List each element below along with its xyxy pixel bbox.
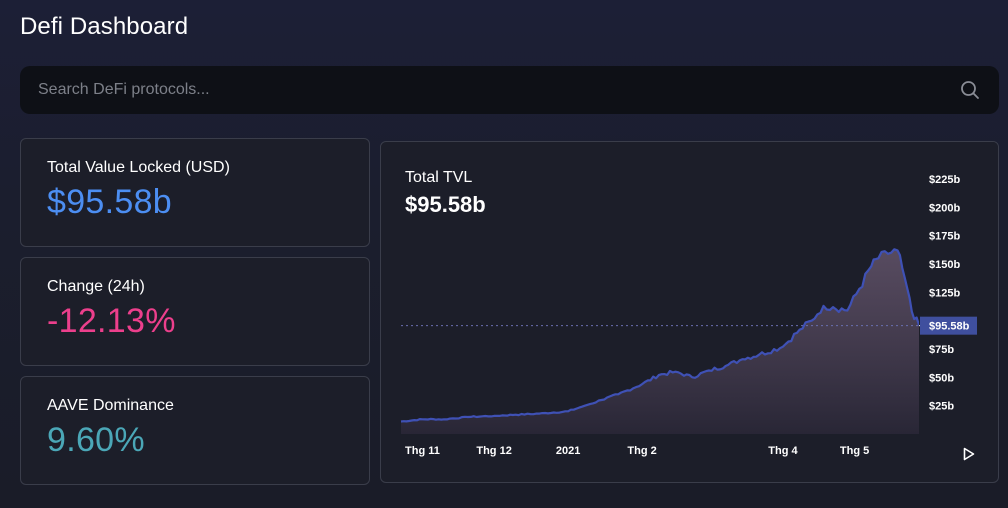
y-tick-label: $75b [929, 344, 954, 356]
stat-card-dominance: AAVE Dominance 9.60% [20, 376, 370, 485]
current-value-label: $95.58b [929, 321, 970, 333]
y-tick-label: $175b [929, 231, 960, 243]
tvl-chart-card: $25b$50b$75b$100b$125b$150b$175b$200b$22… [380, 141, 999, 483]
tvl-series-line [400, 248, 919, 423]
x-tick-label: Thg 12 [476, 445, 511, 457]
page-title: Defi Dashboard [20, 13, 189, 40]
stat-label: Change (24h) [47, 278, 145, 295]
chart-title: Total TVL [405, 169, 473, 186]
stat-label: AAVE Dominance [47, 397, 174, 414]
search-input[interactable] [38, 81, 959, 99]
y-axis-panel [919, 142, 998, 437]
search-bar[interactable] [20, 66, 999, 114]
play-button[interactable] [961, 445, 977, 463]
tvl-chart[interactable]: $25b$50b$75b$100b$125b$150b$175b$200b$22… [381, 142, 999, 483]
stat-value: -12.13% [47, 302, 176, 340]
stat-card-change: Change (24h) -12.13% [20, 257, 370, 366]
x-tick-label: Thg 11 [405, 445, 440, 457]
y-tick-label: $150b [929, 259, 960, 271]
tvl-plot-area [400, 248, 919, 434]
stat-value: $95.58b [47, 183, 173, 221]
y-tick-label: $50b [929, 372, 954, 384]
stat-card-tvl: Total Value Locked (USD) $95.58b [20, 138, 370, 247]
y-tick-label: $225b [929, 174, 960, 186]
y-tick-label: $125b [929, 287, 960, 299]
play-icon [963, 447, 975, 461]
chart-value: $95.58b [405, 192, 486, 217]
tvl-area-fill [401, 249, 919, 434]
y-tick-label: $25b [929, 401, 954, 413]
x-tick-label: 2021 [556, 445, 580, 457]
stat-value: 9.60% [47, 421, 145, 459]
x-tick-label: Thg 2 [627, 445, 656, 457]
current-value-badge: $95.58b [919, 316, 977, 335]
y-tick-label: $200b [929, 202, 960, 214]
x-tick-label: Thg 4 [768, 445, 798, 457]
x-tick-label: Thg 5 [840, 445, 869, 457]
search-icon[interactable] [959, 79, 981, 101]
stat-label: Total Value Locked (USD) [47, 159, 230, 176]
